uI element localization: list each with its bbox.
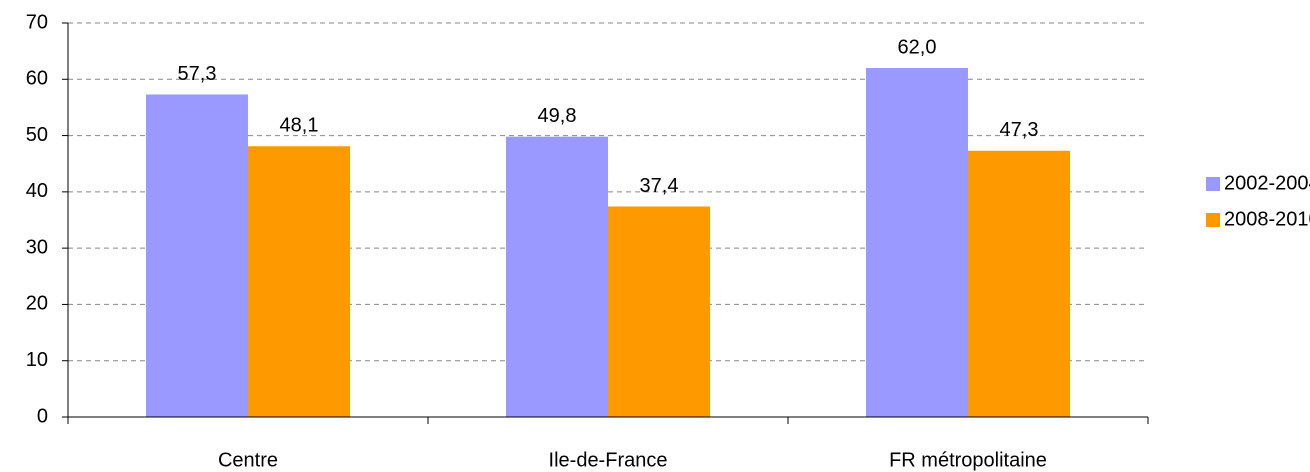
legend-swatch	[1206, 213, 1220, 227]
data-label: 62,0	[898, 36, 937, 58]
legend-label: 2008-2010	[1224, 208, 1310, 230]
y-tick-label: 70	[26, 11, 48, 33]
bar	[506, 136, 608, 417]
bar	[968, 150, 1070, 418]
y-tick-label: 0	[37, 405, 48, 427]
y-tick-label: 20	[26, 293, 48, 315]
bar	[248, 146, 350, 417]
data-label: 49,8	[538, 105, 577, 127]
y-tick-label: 60	[26, 68, 48, 90]
y-tick-label: 40	[26, 180, 48, 202]
x-tick-label: FR métropolitaine	[889, 449, 1047, 471]
legend-label: 2002-2004	[1224, 172, 1310, 194]
data-label: 47,3	[1000, 119, 1039, 141]
bar	[146, 94, 248, 418]
bar	[866, 68, 968, 418]
bar	[608, 206, 710, 417]
x-tick-label: Centre	[218, 449, 278, 471]
data-label: 57,3	[178, 63, 217, 85]
y-tick-label: 10	[26, 349, 48, 371]
data-label: 37,4	[640, 175, 679, 197]
y-tick-label: 30	[26, 236, 48, 258]
data-label: 48,1	[280, 115, 319, 137]
legend-swatch	[1206, 177, 1220, 191]
y-tick-label: 50	[26, 124, 48, 146]
x-tick-label: Ile-de-France	[549, 449, 668, 471]
